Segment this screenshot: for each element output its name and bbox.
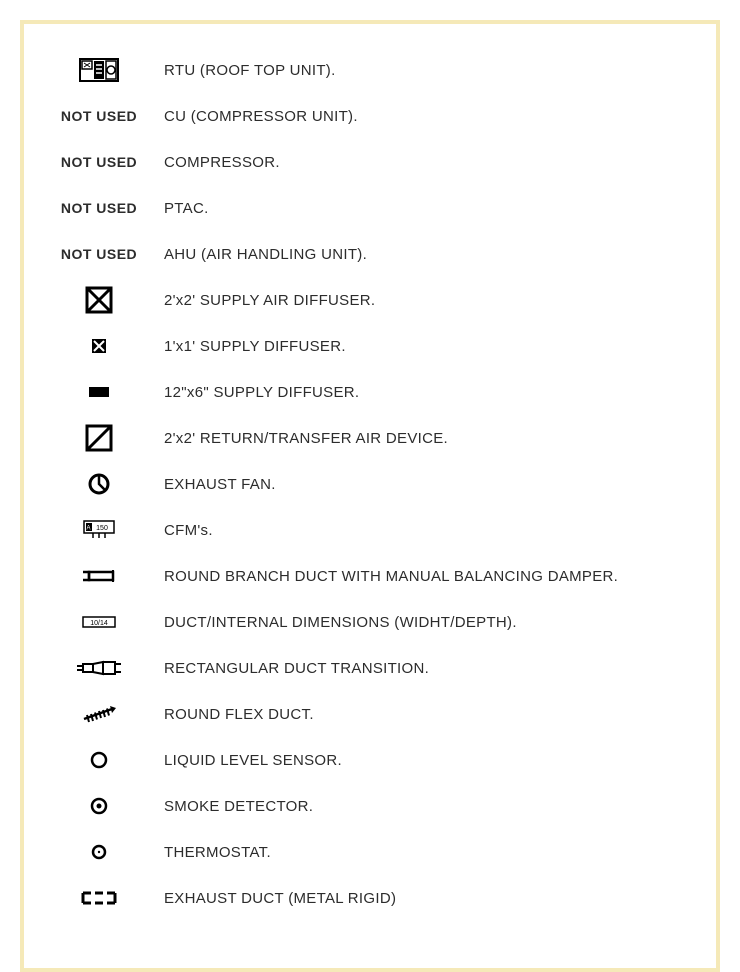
svg-text:10/14: 10/14 — [90, 620, 108, 627]
legend-row: NOT USED COMPRESSOR. — [44, 146, 696, 178]
legend-row: LIQUID LEVEL SENSOR. — [44, 744, 696, 776]
cfm-icon: A 150 — [44, 520, 154, 540]
legend-label: RTU (ROOF TOP UNIT). — [154, 62, 336, 79]
legend-label: 1'x1' SUPPLY DIFFUSER. — [154, 338, 346, 355]
legend-label: 2'x2' RETURN/TRANSFER AIR DEVICE. — [154, 430, 448, 447]
rect-transition-icon — [44, 660, 154, 676]
legend-container: RTU (ROOF TOP UNIT). NOT USED CU (COMPRE… — [20, 20, 720, 972]
flex-duct-icon — [44, 705, 154, 723]
legend-row: NOT USED CU (COMPRESSOR UNIT). — [44, 100, 696, 132]
rtu-icon — [44, 58, 154, 82]
legend-row: 2'x2' RETURN/TRANSFER AIR DEVICE. — [44, 422, 696, 454]
legend-label: CFM's. — [154, 522, 213, 539]
legend-label: EXHAUST FAN. — [154, 476, 276, 493]
legend-label: PTAC. — [154, 200, 209, 217]
supply-2x2-icon — [44, 286, 154, 314]
not-used-marker: NOT USED — [44, 108, 154, 124]
legend-row: 10/14 DUCT/INTERNAL DIMENSIONS (WIDHT/DE… — [44, 606, 696, 638]
supply-1x1-icon — [44, 338, 154, 354]
not-used-marker: NOT USED — [44, 154, 154, 170]
svg-text:A: A — [86, 526, 90, 532]
legend-row: EXHAUST FAN. — [44, 468, 696, 500]
supply-12x6-icon — [44, 386, 154, 398]
not-used-marker: NOT USED — [44, 246, 154, 262]
smoke-detector-icon — [44, 797, 154, 815]
legend-label: LIQUID LEVEL SENSOR. — [154, 752, 342, 769]
not-used-marker: NOT USED — [44, 200, 154, 216]
legend-row: EXHAUST DUCT (METAL RIGID) — [44, 882, 696, 914]
legend-row: SMOKE DETECTOR. — [44, 790, 696, 822]
legend-row: 12"x6" SUPPLY DIFFUSER. — [44, 376, 696, 408]
legend-label: ROUND FLEX DUCT. — [154, 706, 314, 723]
legend-row: 1'x1' SUPPLY DIFFUSER. — [44, 330, 696, 362]
legend-label: COMPRESSOR. — [154, 154, 280, 171]
legend-label: DUCT/INTERNAL DIMENSIONS (WIDHT/DEPTH). — [154, 614, 517, 631]
legend-label: THERMOSTAT. — [154, 844, 271, 861]
thermostat-icon — [44, 844, 154, 860]
legend-row: THERMOSTAT. — [44, 836, 696, 868]
legend-row: RTU (ROOF TOP UNIT). — [44, 54, 696, 86]
legend-label: SMOKE DETECTOR. — [154, 798, 313, 815]
legend-row: A 150 CFM's. — [44, 514, 696, 546]
liquid-sensor-icon — [44, 751, 154, 769]
legend-label: 12"x6" SUPPLY DIFFUSER. — [154, 384, 359, 401]
legend-row: NOT USED PTAC. — [44, 192, 696, 224]
legend-row: NOT USED AHU (AIR HANDLING UNIT). — [44, 238, 696, 270]
legend-row: RECTANGULAR DUCT TRANSITION. — [44, 652, 696, 684]
legend-label: RECTANGULAR DUCT TRANSITION. — [154, 660, 429, 677]
legend-label: 2'x2' SUPPLY AIR DIFFUSER. — [154, 292, 375, 309]
legend-label: CU (COMPRESSOR UNIT). — [154, 108, 358, 125]
exhaust-duct-icon — [44, 891, 154, 905]
svg-text:150: 150 — [96, 525, 108, 532]
round-branch-icon — [44, 568, 154, 584]
duct-dims-icon: 10/14 — [44, 615, 154, 629]
legend-row: ROUND BRANCH DUCT WITH MANUAL BALANCING … — [44, 560, 696, 592]
return-2x2-icon — [44, 424, 154, 452]
legend-row: ROUND FLEX DUCT. — [44, 698, 696, 730]
exhaust-fan-icon — [44, 473, 154, 495]
legend-row: 2'x2' SUPPLY AIR DIFFUSER. — [44, 284, 696, 316]
legend-label: EXHAUST DUCT (METAL RIGID) — [154, 890, 396, 907]
legend-label: ROUND BRANCH DUCT WITH MANUAL BALANCING … — [154, 568, 618, 585]
legend-label: AHU (AIR HANDLING UNIT). — [154, 246, 367, 263]
